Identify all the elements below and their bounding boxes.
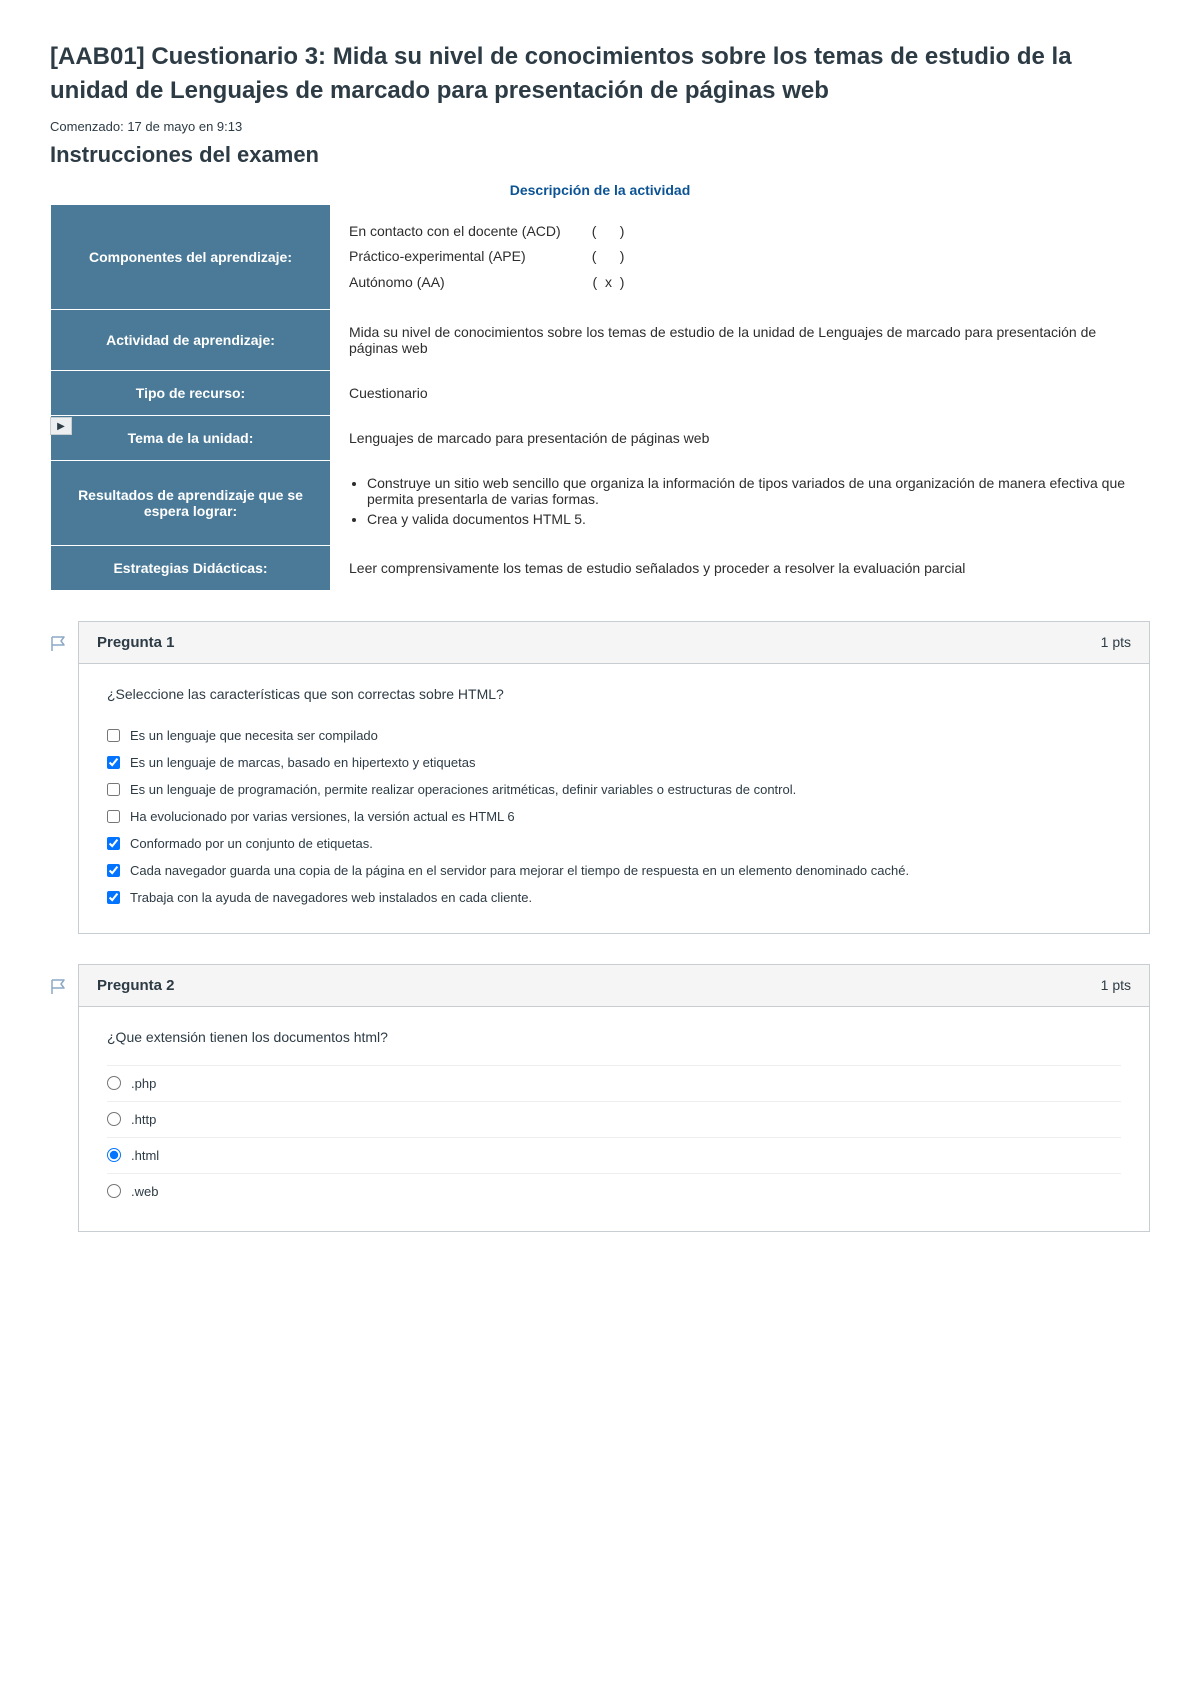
question-1-checkbox[interactable] [107, 783, 120, 796]
expand-toggle[interactable]: ▶ [50, 417, 72, 435]
question-1-checkbox[interactable] [107, 837, 120, 850]
started-at: Comenzado: 17 de mayo en 9:13 [50, 119, 1150, 134]
question-1-option[interactable]: Ha evolucionado por varias versiones, la… [107, 803, 1121, 830]
tipo-label: Tipo de recurso: [51, 370, 331, 415]
question-1-checkbox[interactable] [107, 729, 120, 742]
componentes-line1: En contacto con el docente (ACD) ( ) [349, 219, 1131, 244]
question-1-points: 1 pts [1101, 634, 1131, 650]
instructions-heading: Instrucciones del examen [50, 142, 1150, 168]
question-2-text: ¿Que extensión tienen los documentos htm… [107, 1029, 1121, 1045]
componentes-line2: Práctico-experimental (APE) ( ) [349, 244, 1131, 269]
question-1: Pregunta 1 1 pts ¿Seleccione las caracte… [78, 621, 1150, 934]
question-2-option-label[interactable]: .php [131, 1076, 156, 1091]
tema-value: Lenguajes de marcado para presentación d… [331, 415, 1150, 460]
question-1-option[interactable]: Es un lenguaje de programación, permite … [107, 776, 1121, 803]
question-1-option[interactable]: Conformado por un conjunto de etiquetas. [107, 830, 1121, 857]
question-1-option-label[interactable]: Es un lenguaje de programación, permite … [130, 782, 796, 797]
question-1-option-label[interactable]: Ha evolucionado por varias versiones, la… [130, 809, 515, 824]
question-2-option-label[interactable]: .html [131, 1148, 159, 1163]
componentes-value: En contacto con el docente (ACD) ( ) Prá… [331, 205, 1150, 310]
resultados-item2: Crea y valida documentos HTML 5. [367, 511, 1131, 527]
tipo-value: Cuestionario [331, 370, 1150, 415]
question-1-option[interactable]: Es un lenguaje de marcas, basado en hipe… [107, 749, 1121, 776]
activity-caption: Descripción de la actividad [50, 176, 1150, 204]
question-2-radio[interactable] [107, 1112, 121, 1126]
question-2-points: 1 pts [1101, 977, 1131, 993]
actividad-value: Mida su nivel de conocimientos sobre los… [331, 309, 1150, 370]
question-2-radio[interactable] [107, 1076, 121, 1090]
question-1-option[interactable]: Cada navegador guarda una copia de la pá… [107, 857, 1121, 884]
question-2-title: Pregunta 2 [97, 977, 175, 994]
question-1-option-label[interactable]: Es un lenguaje de marcas, basado en hipe… [130, 755, 475, 770]
question-1-option[interactable]: Es un lenguaje que necesita ser compilad… [107, 722, 1121, 749]
question-1-option-label[interactable]: Trabaja con la ayuda de navegadores web … [130, 890, 532, 905]
question-2-option-label[interactable]: .web [131, 1184, 158, 1199]
question-1-checkbox[interactable] [107, 891, 120, 904]
tema-label: Tema de la unidad: [51, 415, 331, 460]
question-2-option[interactable]: .html [107, 1137, 1121, 1173]
question-1-option[interactable]: Trabaja con la ayuda de navegadores web … [107, 884, 1121, 911]
question-2-option[interactable]: .web [107, 1173, 1121, 1209]
question-2-option[interactable]: .php [107, 1065, 1121, 1101]
question-1-option-label[interactable]: Es un lenguaje que necesita ser compilad… [130, 728, 378, 743]
question-1-text: ¿Seleccione las características que son … [107, 686, 1121, 702]
question-2: Pregunta 2 1 pts ¿Que extensión tienen l… [78, 964, 1150, 1232]
resultados-label: Resultados de aprendizaje que se espera … [51, 460, 331, 545]
question-1-option-label[interactable]: Conformado por un conjunto de etiquetas. [130, 836, 373, 851]
question-1-title: Pregunta 1 [97, 634, 175, 651]
question-2-radio[interactable] [107, 1184, 121, 1198]
question-2-option-label[interactable]: .http [131, 1112, 156, 1127]
question-1-checkbox[interactable] [107, 864, 120, 877]
question-2-radio[interactable] [107, 1148, 121, 1162]
question-1-checkbox[interactable] [107, 756, 120, 769]
actividad-label: Actividad de aprendizaje: [51, 309, 331, 370]
page-title: [AAB01] Cuestionario 3: Mida su nivel de… [50, 40, 1150, 107]
componentes-label: Componentes del aprendizaje: [51, 205, 331, 310]
flag-icon[interactable] [50, 635, 68, 653]
componentes-line3: Autónomo (AA) ( x ) [349, 270, 1131, 295]
flag-icon[interactable] [50, 978, 68, 996]
question-2-option[interactable]: .http [107, 1101, 1121, 1137]
estrategias-label: Estrategias Didácticas: [51, 545, 331, 590]
resultados-value: Construye un sitio web sencillo que orga… [331, 460, 1150, 545]
activity-table: Componentes del aprendizaje: En contacto… [50, 204, 1150, 591]
resultados-item1: Construye un sitio web sencillo que orga… [367, 475, 1131, 507]
estrategias-value: Leer comprensivamente los temas de estud… [331, 545, 1150, 590]
question-1-checkbox[interactable] [107, 810, 120, 823]
question-1-option-label[interactable]: Cada navegador guarda una copia de la pá… [130, 863, 909, 878]
